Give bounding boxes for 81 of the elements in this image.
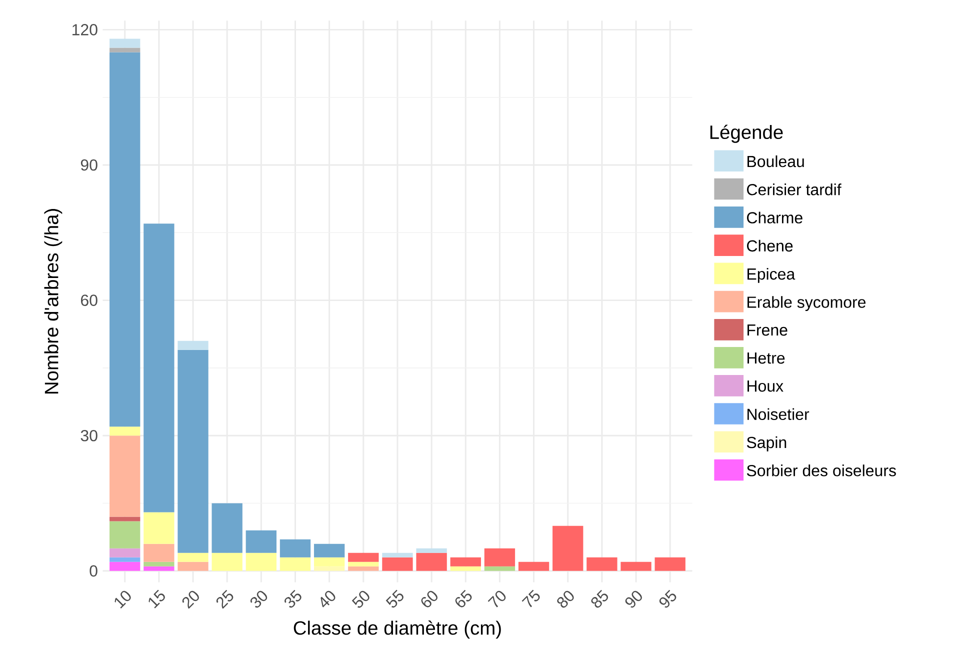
legend-label: Noisetier xyxy=(748,408,810,420)
x-tick-label: 85 xyxy=(591,590,608,608)
bar xyxy=(144,566,174,571)
bar xyxy=(348,562,379,566)
bar xyxy=(450,566,481,571)
bar xyxy=(620,562,652,571)
bar xyxy=(382,557,413,571)
bar xyxy=(314,544,345,558)
bar xyxy=(110,48,140,52)
legend-label: Charme xyxy=(747,212,802,224)
bar xyxy=(178,562,208,571)
x-axis-title: Classe de diamètre (cm) xyxy=(294,620,501,638)
bar xyxy=(212,503,242,553)
x-tick-label: 90 xyxy=(625,590,642,608)
bar xyxy=(484,566,516,571)
bar xyxy=(178,340,208,350)
bar xyxy=(552,526,584,571)
y-axis-title: Nombre d'arbres (/ha) xyxy=(44,208,62,394)
legend-label: Sapin xyxy=(746,436,786,452)
x-tick-label: 50 xyxy=(352,590,370,608)
bar xyxy=(246,552,276,571)
bar xyxy=(110,548,140,558)
x-tick-label: 60 xyxy=(421,590,438,608)
bar xyxy=(382,552,413,558)
bar xyxy=(110,516,140,522)
legend-label: Hetre xyxy=(748,352,785,364)
x-tick-label: 55 xyxy=(386,590,404,608)
x-tick-label: 40 xyxy=(320,590,336,608)
x-tick-label: 20 xyxy=(182,590,199,609)
legend-label: Erable sycomore xyxy=(748,296,866,311)
y-tick-label: 60 xyxy=(81,294,98,306)
y-tick-label: 30 xyxy=(80,430,98,442)
bar xyxy=(654,557,686,571)
bar xyxy=(110,436,140,517)
legend-title: Légende xyxy=(710,124,783,143)
legend-label: Houx xyxy=(748,380,784,392)
x-tick-label: 95 xyxy=(659,590,676,608)
x-tick-label: 35 xyxy=(284,590,302,608)
legend-label: Epicea xyxy=(748,268,796,283)
bar xyxy=(280,539,311,558)
x-tick-label: 30 xyxy=(250,590,268,608)
legend-label: Bouleau xyxy=(748,155,804,168)
bar xyxy=(416,548,447,553)
y-tick-label: 0 xyxy=(90,565,98,576)
x-tick-label: 10 xyxy=(114,590,131,608)
bar xyxy=(178,350,208,553)
bar xyxy=(144,544,174,562)
x-tick-label: 75 xyxy=(522,590,540,608)
bar xyxy=(178,552,208,562)
legend-label: Cerisier tardif xyxy=(747,183,842,196)
legend-label: Frene xyxy=(748,324,788,336)
y-tick-label: 90 xyxy=(80,159,98,171)
bar xyxy=(314,557,345,566)
y-tick-label: 120 xyxy=(72,24,98,36)
bar xyxy=(280,557,311,571)
legend-label: Sorbier des oiseleurs xyxy=(746,464,896,476)
legend-label: Chene xyxy=(747,240,793,252)
x-tick-label: 80 xyxy=(557,590,574,608)
bar xyxy=(144,224,174,512)
bar xyxy=(110,521,140,548)
bar xyxy=(348,566,379,571)
bar xyxy=(110,52,140,426)
bar xyxy=(110,562,140,571)
bar xyxy=(110,557,140,562)
bar xyxy=(416,552,447,571)
bar xyxy=(314,566,345,571)
x-tick-label: 15 xyxy=(148,590,165,608)
bar xyxy=(348,552,379,562)
x-tick-label: 70 xyxy=(488,590,506,608)
bar xyxy=(450,557,481,566)
bar xyxy=(586,557,618,571)
bar xyxy=(144,512,174,544)
x-tick-label: 65 xyxy=(455,590,472,608)
bar xyxy=(212,552,242,571)
bar xyxy=(110,38,140,48)
bar xyxy=(246,530,276,553)
bar xyxy=(484,548,516,566)
bar xyxy=(144,562,174,566)
x-tick-label: 25 xyxy=(216,590,234,609)
bar xyxy=(518,562,550,571)
bar xyxy=(110,426,140,436)
